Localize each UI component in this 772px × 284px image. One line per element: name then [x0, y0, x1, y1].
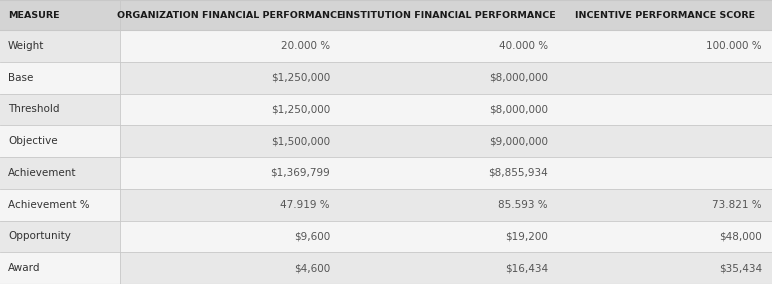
- Bar: [120, 0, 340, 30]
- Bar: [120, 189, 340, 220]
- Text: $9,600: $9,600: [294, 231, 330, 241]
- Text: Achievement: Achievement: [8, 168, 76, 178]
- Text: 85.593 %: 85.593 %: [499, 200, 548, 210]
- Bar: [120, 125, 340, 157]
- Text: ORGANIZATION FINANCIAL PERFORMANCE: ORGANIZATION FINANCIAL PERFORMANCE: [117, 11, 344, 20]
- Bar: [558, 220, 772, 252]
- Bar: [558, 0, 772, 30]
- Bar: [340, 93, 558, 125]
- Text: INSTITUTION FINANCIAL PERFORMANCE: INSTITUTION FINANCIAL PERFORMANCE: [342, 11, 556, 20]
- Text: Award: Award: [8, 263, 40, 273]
- Text: INCENTIVE PERFORMANCE SCORE: INCENTIVE PERFORMANCE SCORE: [575, 11, 755, 20]
- Text: $1,250,000: $1,250,000: [271, 73, 330, 83]
- Bar: [120, 93, 340, 125]
- Text: 73.821 %: 73.821 %: [713, 200, 762, 210]
- Text: $8,855,934: $8,855,934: [488, 168, 548, 178]
- Text: $35,434: $35,434: [719, 263, 762, 273]
- Bar: [340, 189, 558, 220]
- Bar: [340, 62, 558, 93]
- Text: 47.919 %: 47.919 %: [280, 200, 330, 210]
- Text: $8,000,000: $8,000,000: [489, 105, 548, 114]
- Text: $19,200: $19,200: [505, 231, 548, 241]
- Text: $9,000,000: $9,000,000: [489, 136, 548, 146]
- Bar: [0, 93, 120, 125]
- Text: 20.000 %: 20.000 %: [281, 41, 330, 51]
- Text: 100.000 %: 100.000 %: [706, 41, 762, 51]
- Bar: [120, 220, 340, 252]
- Text: Threshold: Threshold: [8, 105, 59, 114]
- Bar: [558, 157, 772, 189]
- Bar: [340, 252, 558, 284]
- Text: $16,434: $16,434: [505, 263, 548, 273]
- Text: 40.000 %: 40.000 %: [499, 41, 548, 51]
- Bar: [340, 0, 558, 30]
- Bar: [558, 62, 772, 93]
- Bar: [558, 30, 772, 62]
- Bar: [340, 157, 558, 189]
- Bar: [0, 157, 120, 189]
- Bar: [0, 252, 120, 284]
- Bar: [120, 62, 340, 93]
- Bar: [120, 252, 340, 284]
- Text: $8,000,000: $8,000,000: [489, 73, 548, 83]
- Bar: [120, 30, 340, 62]
- Bar: [558, 125, 772, 157]
- Bar: [340, 220, 558, 252]
- Text: Objective: Objective: [8, 136, 58, 146]
- Text: MEASURE: MEASURE: [8, 11, 59, 20]
- Bar: [0, 189, 120, 220]
- Bar: [340, 125, 558, 157]
- Text: $1,250,000: $1,250,000: [271, 105, 330, 114]
- Text: $1,369,799: $1,369,799: [270, 168, 330, 178]
- Text: Achievement %: Achievement %: [8, 200, 90, 210]
- Bar: [120, 157, 340, 189]
- Bar: [0, 125, 120, 157]
- Text: Base: Base: [8, 73, 33, 83]
- Text: $4,600: $4,600: [294, 263, 330, 273]
- Text: $48,000: $48,000: [720, 231, 762, 241]
- Text: Weight: Weight: [8, 41, 44, 51]
- Bar: [0, 220, 120, 252]
- Bar: [0, 0, 120, 30]
- Bar: [0, 62, 120, 93]
- Bar: [558, 189, 772, 220]
- Bar: [558, 252, 772, 284]
- Bar: [558, 93, 772, 125]
- Bar: [340, 30, 558, 62]
- Bar: [0, 30, 120, 62]
- Text: $1,500,000: $1,500,000: [271, 136, 330, 146]
- Text: Opportunity: Opportunity: [8, 231, 71, 241]
